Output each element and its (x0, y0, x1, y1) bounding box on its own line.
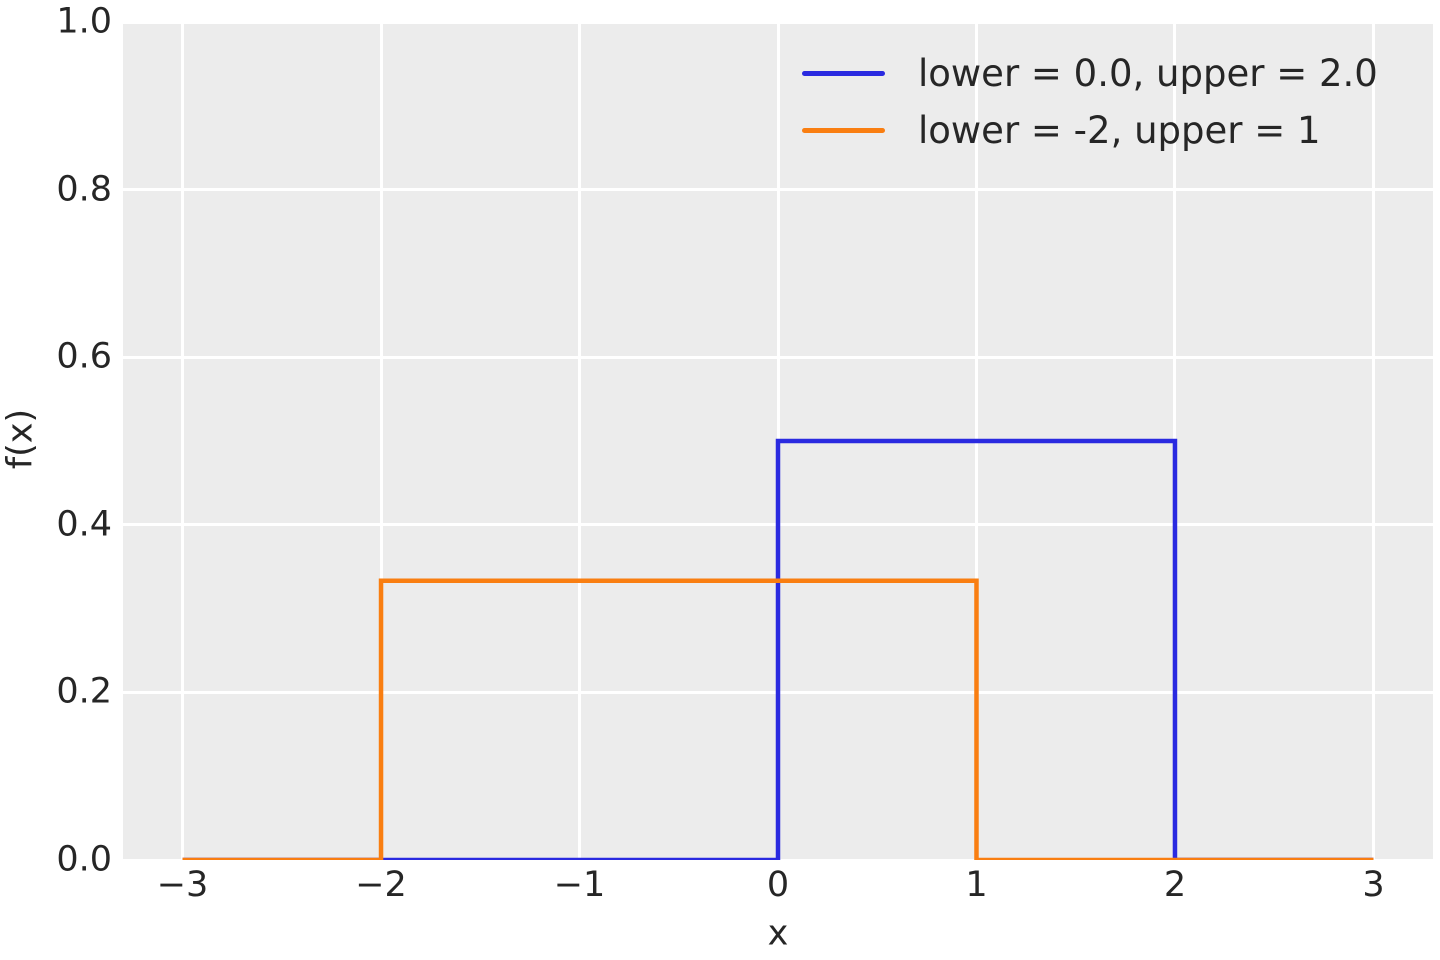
x-tick-label: 1 (965, 865, 988, 905)
gridline-horizontal (123, 188, 1433, 192)
gridline-horizontal (123, 22, 1433, 24)
series-line-1 (182, 578, 1374, 860)
x-tick-label: 0 (766, 865, 790, 905)
series-plot (182, 438, 1374, 860)
legend-label: lower = 0.0, upper = 2.0 (918, 52, 1378, 95)
gridline-horizontal (123, 355, 1433, 359)
gridline-vertical (1371, 22, 1375, 860)
series-line-0 (182, 438, 1374, 860)
legend-item: lower = -2, upper = 1 (802, 102, 1378, 159)
legend-line-sample (802, 71, 885, 76)
legend: lower = 0.0, upper = 2.0 lower = -2, upp… (802, 45, 1378, 159)
y-tick-label: 0.2 (56, 671, 112, 712)
legend-label: lower = -2, upper = 1 (918, 109, 1321, 152)
gridline-vertical (181, 22, 185, 860)
gridline-vertical (578, 22, 581, 860)
x-tick-label: −3 (156, 865, 209, 905)
x-tick-label: 3 (1362, 865, 1385, 905)
gridline-vertical (379, 22, 383, 860)
y-tick-label: 0.4 (56, 504, 112, 545)
plot-area: lower = 0.0, upper = 2.0 lower = -2, upp… (123, 22, 1433, 860)
y-tick-label: 0.0 (56, 839, 112, 880)
y-tick-label: 0.6 (56, 336, 112, 377)
y-tick-label: 1.0 (56, 1, 112, 42)
legend-line-sample (802, 128, 885, 133)
x-tick-label: −2 (355, 865, 407, 905)
x-axis-label: x (767, 913, 789, 954)
x-tick-label: 2 (1163, 865, 1187, 905)
y-axis-label: f(x) (0, 408, 41, 470)
y-tick-label: 0.8 (56, 169, 112, 210)
x-tick-label: −1 (553, 865, 606, 905)
legend-item: lower = 0.0, upper = 2.0 (802, 45, 1378, 102)
